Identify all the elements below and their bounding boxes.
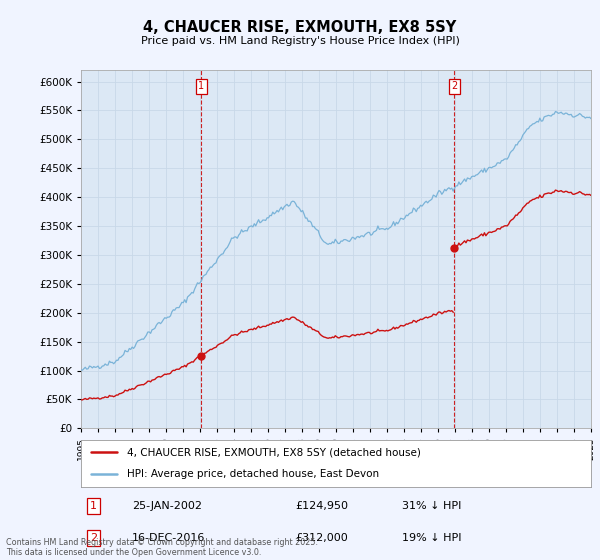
Text: 25-JAN-2002: 25-JAN-2002 [132, 501, 202, 511]
Text: Contains HM Land Registry data © Crown copyright and database right 2025.
This d: Contains HM Land Registry data © Crown c… [6, 538, 318, 557]
Text: 2: 2 [90, 533, 97, 543]
Text: 2: 2 [451, 81, 457, 91]
Text: Price paid vs. HM Land Registry's House Price Index (HPI): Price paid vs. HM Land Registry's House … [140, 36, 460, 46]
Text: 4, CHAUCER RISE, EXMOUTH, EX8 5SY (detached house): 4, CHAUCER RISE, EXMOUTH, EX8 5SY (detac… [127, 447, 421, 458]
Text: £312,000: £312,000 [295, 533, 348, 543]
Text: £124,950: £124,950 [295, 501, 348, 511]
Text: 16-DEC-2016: 16-DEC-2016 [132, 533, 205, 543]
Text: 4, CHAUCER RISE, EXMOUTH, EX8 5SY: 4, CHAUCER RISE, EXMOUTH, EX8 5SY [143, 20, 457, 35]
Text: 1: 1 [198, 81, 204, 91]
Text: 1: 1 [90, 501, 97, 511]
Text: 31% ↓ HPI: 31% ↓ HPI [403, 501, 461, 511]
Text: HPI: Average price, detached house, East Devon: HPI: Average price, detached house, East… [127, 469, 379, 479]
Text: 19% ↓ HPI: 19% ↓ HPI [403, 533, 462, 543]
